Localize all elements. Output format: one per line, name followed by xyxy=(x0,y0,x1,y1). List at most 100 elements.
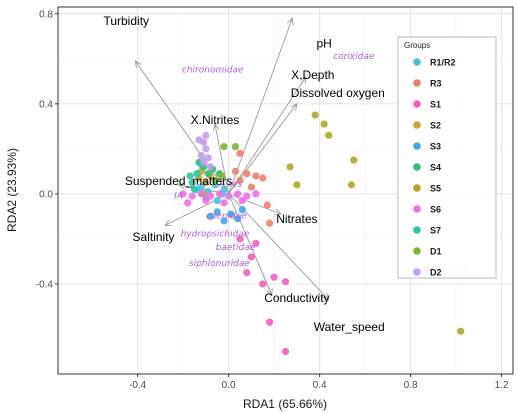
data-point xyxy=(236,176,244,184)
legend-title: Groups xyxy=(404,41,430,50)
data-point xyxy=(179,190,187,198)
vector-arrowhead xyxy=(134,60,142,69)
data-point xyxy=(281,347,290,356)
data-point xyxy=(293,181,301,189)
data-point xyxy=(231,142,240,151)
plot-border xyxy=(57,6,514,375)
y-tick-label: 0.4 xyxy=(39,99,53,110)
data-point xyxy=(234,190,242,198)
vector-label: Dissolved oxygen xyxy=(291,86,385,100)
taxon-label: hydropsichidae xyxy=(181,230,250,240)
legend-label: S3 xyxy=(430,142,441,152)
data-point xyxy=(259,174,267,182)
y-tick-label: 0.0 xyxy=(39,189,53,200)
data-point xyxy=(234,215,242,223)
legend-swatch xyxy=(413,58,421,66)
data-point xyxy=(193,170,201,178)
data-point xyxy=(311,111,319,119)
data-point xyxy=(197,152,205,160)
data-point xyxy=(231,167,240,175)
legend-swatch xyxy=(413,79,421,87)
taxon-label: chironomidae xyxy=(182,65,244,75)
x-tick-label: 0.4 xyxy=(313,380,327,391)
data-point xyxy=(320,120,328,128)
x-tick-label: 0.8 xyxy=(404,380,418,391)
vector-arrowhead xyxy=(212,123,220,131)
x-tick-label: -0.4 xyxy=(129,380,147,391)
data-point xyxy=(204,170,212,178)
vector-line xyxy=(228,18,293,195)
vector-arrowhead xyxy=(299,75,307,84)
data-point xyxy=(202,145,210,153)
data-point xyxy=(225,192,233,200)
data-point xyxy=(238,206,246,214)
data-point xyxy=(350,156,358,164)
environmental-labels: Turbidity pH X.Depth Dissolved oxygen X.Nitr… xyxy=(103,14,384,334)
vector-arrowhead xyxy=(322,292,330,301)
vector-line xyxy=(214,123,230,194)
legend-swatch xyxy=(413,205,421,213)
data-point xyxy=(263,201,271,209)
data-point xyxy=(202,179,210,187)
legend-label: R3 xyxy=(430,79,442,89)
data-point xyxy=(252,190,260,198)
vector-label: Conductivity xyxy=(264,291,329,305)
data-point xyxy=(265,318,274,326)
data-point xyxy=(218,172,226,180)
taxon-label: corixidae xyxy=(333,52,375,62)
axis-ticks: -0.4 0.0 0.4 0.8 1.2 -0.4 0.0 0.4 0.8 xyxy=(36,9,509,391)
data-point xyxy=(236,235,244,243)
vector-label: Suspended_matters xyxy=(125,174,232,188)
legend-label: S4 xyxy=(430,163,441,173)
data-point xyxy=(200,158,208,166)
data-point xyxy=(202,197,210,205)
legend-swatch xyxy=(413,142,421,150)
data-point xyxy=(220,185,228,193)
data-point xyxy=(220,217,228,225)
taxon-label: A res xyxy=(218,180,242,190)
legend-box xyxy=(397,36,497,279)
data-point xyxy=(220,199,228,207)
data-point xyxy=(195,136,203,144)
vector-label: X.Depth xyxy=(291,68,334,82)
legend-label: S7 xyxy=(430,226,441,236)
legend-label: S1 xyxy=(430,100,441,110)
data-point xyxy=(206,212,215,220)
data-point xyxy=(457,327,465,335)
data-point xyxy=(252,172,260,180)
legend-label: D2 xyxy=(430,268,442,278)
data-point xyxy=(215,190,224,198)
y-axis-title: RDA2 (23.93%) xyxy=(5,148,19,232)
taxon-label: IA xyxy=(174,191,183,201)
taxon-label: baetidae xyxy=(216,243,256,253)
data-point xyxy=(259,280,267,288)
legend-label: S6 xyxy=(430,205,441,215)
data-point xyxy=(247,183,255,191)
data-point xyxy=(188,179,196,187)
legend-swatch xyxy=(413,100,421,108)
data-point xyxy=(243,192,251,200)
legend-swatch xyxy=(413,184,421,192)
x-tick-label: 0.0 xyxy=(222,380,236,391)
data-point xyxy=(206,163,215,171)
vector-arrowhead xyxy=(286,17,294,26)
legend-label: D1 xyxy=(430,247,442,257)
vector-label: Saltinity xyxy=(133,230,175,244)
vector-label: Nitrates xyxy=(276,212,317,226)
data-point xyxy=(197,190,205,198)
data-point xyxy=(186,172,194,180)
data-point xyxy=(243,170,251,178)
legend-swatch xyxy=(413,121,421,129)
vector-line xyxy=(228,76,307,195)
vector-arrowhead xyxy=(290,102,298,111)
vector-label: X.Nitrites xyxy=(191,113,240,127)
data-point xyxy=(190,185,199,193)
data-point xyxy=(206,192,215,200)
vector-label: Water_speed xyxy=(314,320,385,334)
data-point xyxy=(204,154,212,162)
data-point xyxy=(265,219,274,227)
sample-points xyxy=(179,111,465,356)
data-point xyxy=(347,181,356,189)
